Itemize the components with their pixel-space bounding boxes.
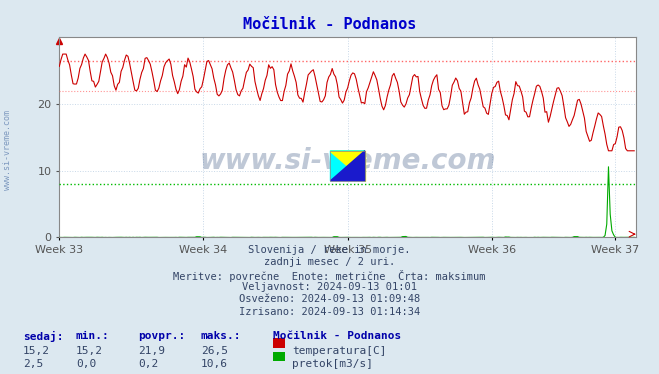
Text: pretok[m3/s]: pretok[m3/s]	[292, 359, 373, 369]
Text: 2,5: 2,5	[23, 359, 43, 369]
Text: www.si-vreme.com: www.si-vreme.com	[200, 147, 496, 175]
Text: maks.:: maks.:	[201, 331, 241, 341]
Text: www.si-vreme.com: www.si-vreme.com	[3, 110, 13, 190]
Text: Meritve: povrečne  Enote: metrične  Črta: maksimum: Meritve: povrečne Enote: metrične Črta: …	[173, 270, 486, 282]
Text: Izrisano: 2024-09-13 01:14:34: Izrisano: 2024-09-13 01:14:34	[239, 307, 420, 317]
Text: temperatura[C]: temperatura[C]	[292, 346, 386, 356]
Text: Močilnik - Podnanos: Močilnik - Podnanos	[273, 331, 402, 341]
Text: min.:: min.:	[76, 331, 109, 341]
Text: 15,2: 15,2	[76, 346, 103, 356]
Bar	[330, 151, 365, 181]
Text: Slovenija / reke in morje.: Slovenija / reke in morje.	[248, 245, 411, 255]
Text: 0,0: 0,0	[76, 359, 96, 369]
Text: 26,5: 26,5	[201, 346, 228, 356]
Text: 21,9: 21,9	[138, 346, 165, 356]
Polygon shape	[330, 151, 365, 181]
Polygon shape	[330, 151, 365, 181]
Text: Veljavnost: 2024-09-13 01:01: Veljavnost: 2024-09-13 01:01	[242, 282, 417, 292]
Text: 10,6: 10,6	[201, 359, 228, 369]
Text: 0,2: 0,2	[138, 359, 159, 369]
Text: 15,2: 15,2	[23, 346, 50, 356]
Text: povpr.:: povpr.:	[138, 331, 186, 341]
Text: sedaj:: sedaj:	[23, 331, 63, 342]
Text: Močilnik - Podnanos: Močilnik - Podnanos	[243, 17, 416, 32]
Text: zadnji mesec / 2 uri.: zadnji mesec / 2 uri.	[264, 257, 395, 267]
Text: Osveženo: 2024-09-13 01:09:48: Osveženo: 2024-09-13 01:09:48	[239, 294, 420, 304]
Polygon shape	[330, 151, 365, 181]
